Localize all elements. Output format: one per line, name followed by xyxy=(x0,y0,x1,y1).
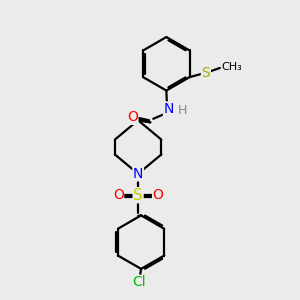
Text: N: N xyxy=(164,102,174,116)
Text: Cl: Cl xyxy=(132,275,146,289)
Text: O: O xyxy=(153,188,164,202)
Text: S: S xyxy=(202,66,210,80)
Text: CH₃: CH₃ xyxy=(221,62,242,72)
Text: O: O xyxy=(127,110,138,124)
Text: S: S xyxy=(133,188,143,203)
Text: O: O xyxy=(113,188,124,202)
Text: H: H xyxy=(178,104,187,117)
Text: N: N xyxy=(133,167,143,181)
